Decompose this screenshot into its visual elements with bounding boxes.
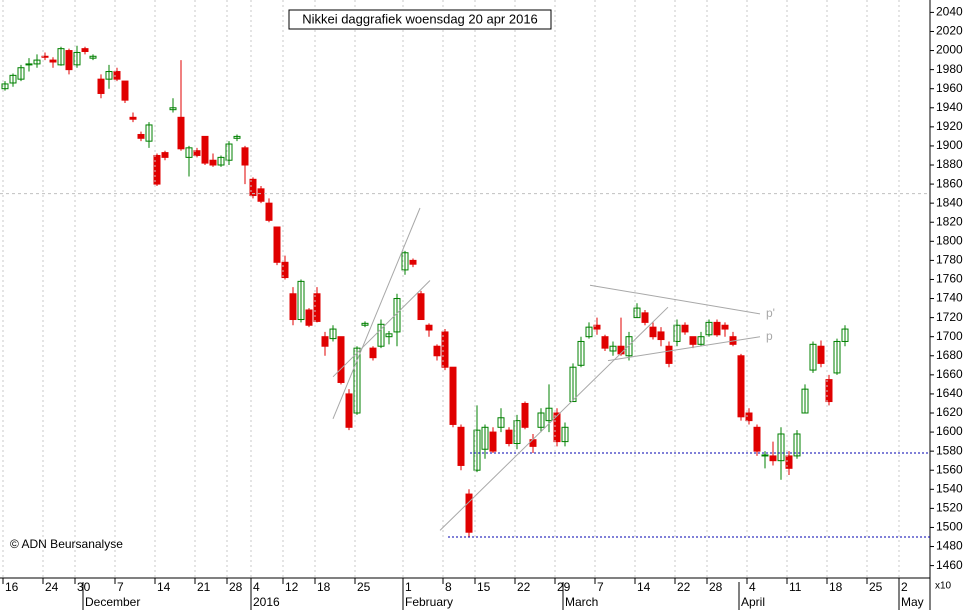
- y-tick-label: 1920: [936, 119, 963, 133]
- y-tick-label: 1520: [936, 501, 963, 515]
- month-label: December: [85, 595, 140, 609]
- x-tick-label: 14: [637, 580, 651, 594]
- x-tick-label: 4: [749, 580, 756, 594]
- x-tick-label: 24: [45, 580, 59, 594]
- x-tick-label: 29: [557, 580, 571, 594]
- y-tick-label: 1700: [936, 329, 963, 343]
- x-tick-label: 1: [405, 580, 412, 594]
- x-tick-label: 4: [253, 580, 260, 594]
- y-tick-label: 1680: [936, 348, 963, 362]
- y-tick-label: 1800: [936, 233, 963, 247]
- x-tick-label: 28: [229, 580, 243, 594]
- y-tick-label: 1580: [936, 443, 963, 457]
- y-tick-label: 1560: [936, 462, 963, 476]
- trend-line: [332, 280, 431, 378]
- x-tick-label: 18: [317, 580, 331, 594]
- y-tick-label: 1860: [936, 176, 963, 190]
- y-tick-label: 2020: [936, 24, 963, 38]
- y-tick-label: 1480: [936, 539, 963, 553]
- y-tick-label: 1620: [936, 405, 963, 419]
- x-tick-label: 7: [597, 580, 604, 594]
- x-tick-label: 28: [709, 580, 723, 594]
- x-tick-label: 7: [117, 580, 124, 594]
- month-label: 2016: [253, 595, 280, 609]
- x-tick-label: 2: [901, 580, 908, 594]
- trend-line: [332, 207, 421, 419]
- y-tick-label: 2000: [936, 43, 963, 57]
- annotation: p: [766, 329, 773, 343]
- source-label: © ADN Beursanalyse: [10, 537, 123, 551]
- y-tick-label: 1540: [936, 481, 963, 495]
- annotation: p': [766, 306, 775, 320]
- x-tick-label: 15: [477, 580, 491, 594]
- y-tick-label: 1720: [936, 310, 963, 324]
- x-tick-label: 22: [677, 580, 691, 594]
- y-tick-label: 1500: [936, 520, 963, 534]
- month-label: April: [741, 595, 765, 609]
- y-tick-label: 1940: [936, 100, 963, 114]
- x-tick-label: 16: [5, 580, 19, 594]
- x-tick-label: 22: [517, 580, 531, 594]
- y-tick-label: 1880: [936, 157, 963, 171]
- y-tick-label: 1900: [936, 138, 963, 152]
- trend-line: [589, 284, 761, 315]
- y-tick-label: 1980: [936, 62, 963, 76]
- x-tick-label: 11: [789, 580, 802, 594]
- y-tick-label: 1640: [936, 386, 963, 400]
- title-box: [288, 9, 552, 30]
- y-tick-label: 1820: [936, 214, 963, 228]
- x-tick-label: 21: [197, 580, 211, 594]
- unit-label: x10: [935, 581, 952, 592]
- x-tick-label: 25: [357, 580, 371, 594]
- y-tick-label: 1600: [936, 424, 963, 438]
- trend-lines: [332, 207, 761, 531]
- x-tick-label: 12: [285, 580, 299, 594]
- y-tick-label: 1960: [936, 81, 963, 95]
- trend-line: [439, 306, 669, 531]
- chart-title: Nikkei daggrafiek woensdag 20 apr 2016: [302, 11, 538, 26]
- y-tick-label: 1840: [936, 195, 963, 209]
- month-label: February: [405, 595, 453, 609]
- y-tick-label: 1780: [936, 253, 963, 267]
- y-tick-label: 1760: [936, 272, 963, 286]
- trend-line: [607, 336, 761, 362]
- x-tick-label: 25: [869, 580, 883, 594]
- x-tick-label: 18: [829, 580, 843, 594]
- x-tick-label: 8: [445, 580, 452, 594]
- y-tick-label: 1460: [936, 558, 963, 572]
- y-tick-label: 1740: [936, 291, 963, 305]
- x-tick-label: 30: [77, 580, 91, 594]
- month-label: May: [901, 595, 924, 609]
- y-tick-label: 1660: [936, 367, 963, 381]
- y-tick-label: 2040: [936, 5, 963, 19]
- x-tick-label: 14: [157, 580, 171, 594]
- month-label: March: [565, 595, 598, 609]
